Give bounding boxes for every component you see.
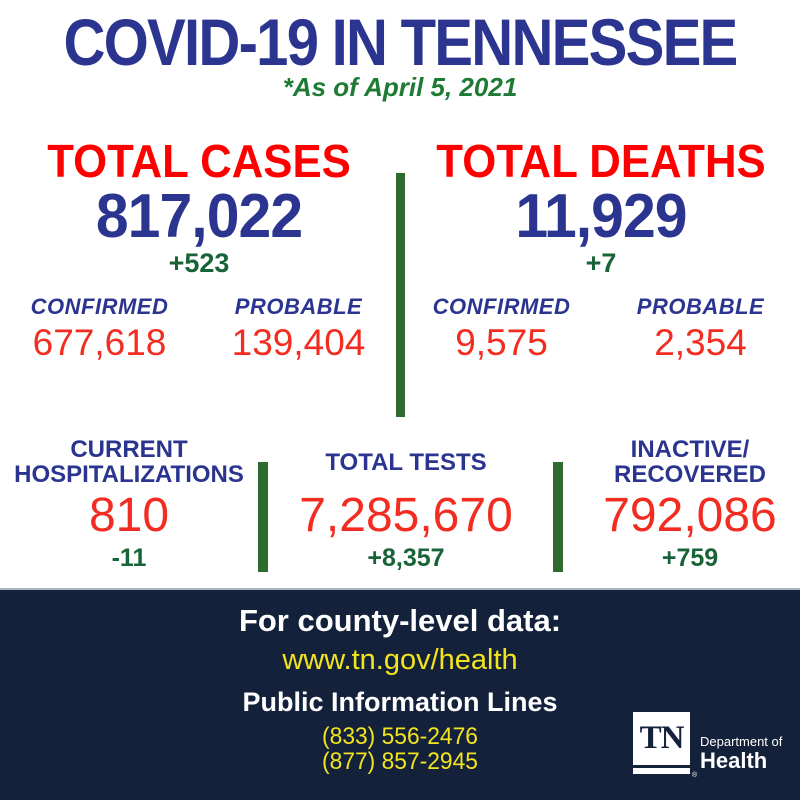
county-data-heading: For county-level data: [238, 603, 562, 638]
tn-health-logo: TN ® Department of Health [633, 712, 793, 792]
deaths-probable-label: PROBABLE [636, 294, 765, 319]
registered-mark-icon: ® [692, 772, 698, 779]
inactive-recovered-label: INACTIVE/ RECOVERED [575, 436, 800, 488]
total-deaths-delta: +7 [585, 248, 617, 278]
cases-probable-cell: PROBABLE 139,404 [199, 294, 398, 363]
total-deaths-heading: TOTAL DEATHS [436, 135, 766, 187]
bottom-left-divider [258, 462, 268, 572]
inactive-recovered-delta: +759 [661, 544, 719, 572]
health-label: Health [700, 748, 768, 773]
inactive-recovered-value: 792,086 [603, 489, 777, 542]
cases-confirmed-label: CONFIRMED [30, 294, 169, 319]
total-tests-label: TOTAL TESTS [262, 436, 550, 488]
total-tests-section: TOTAL TESTS 7,285,670 +8,357 [262, 436, 550, 573]
hospitalizations-delta: -11 [111, 544, 147, 572]
cases-probable-value: 139,404 [231, 322, 366, 363]
total-cases-delta: +523 [168, 248, 230, 278]
deaths-confirmed-value: 9,575 [455, 322, 548, 363]
phone-number-2: (877) 857-2945 [322, 748, 478, 775]
inactive-recovered-label-line2: RECOVERED [613, 461, 767, 488]
total-tests-delta: +8,357 [367, 544, 445, 572]
total-tests-label-text: TOTAL TESTS [325, 448, 487, 476]
center-vertical-divider [396, 173, 405, 417]
deaths-breakdown: CONFIRMED 9,575 PROBABLE 2,354 [402, 294, 800, 363]
cases-breakdown: CONFIRMED 677,618 PROBABLE 139,404 [0, 294, 398, 363]
total-cases-value: 817,022 [95, 182, 303, 251]
cases-probable-label: PROBABLE [234, 294, 363, 319]
bottom-right-divider [553, 462, 563, 572]
total-deaths-value: 11,929 [515, 182, 687, 251]
deaths-probable-value: 2,354 [654, 322, 747, 363]
cases-confirmed-value: 677,618 [32, 322, 167, 363]
hospitalizations-value: 810 [88, 489, 170, 542]
tn-logo-text: Department of Health [700, 734, 782, 773]
phone-number-1: (833) 556-2476 [322, 723, 478, 750]
inactive-recovered-section: INACTIVE/ RECOVERED 792,086 +759 [575, 436, 800, 572]
tn-logo-letters: TN [639, 720, 685, 756]
hospitalizations-section: CURRENT HOSPITALIZATIONS 810 -11 [0, 436, 258, 572]
as-of-date: *As of April 5, 2021 [282, 72, 518, 102]
total-tests-value: 7,285,670 [299, 489, 513, 542]
hospitalizations-label: CURRENT HOSPITALIZATIONS [0, 436, 258, 488]
hospitalizations-label-line1: CURRENT [70, 436, 188, 463]
page-title: COVID-19 IN TENNESSEE [63, 5, 738, 79]
deaths-confirmed-cell: CONFIRMED 9,575 [402, 294, 601, 363]
inactive-recovered-label-line1: INACTIVE/ [630, 436, 750, 463]
hospitalizations-label-line2: HOSPITALIZATIONS [14, 461, 244, 488]
deaths-confirmed-label: CONFIRMED [432, 294, 571, 319]
total-deaths-section: TOTAL DEATHS 11,929 +7 CONFIRMED 9,575 P… [402, 136, 800, 363]
tn-logo-box: TN [633, 712, 690, 765]
total-cases-section: TOTAL CASES 817,022 +523 CONFIRMED 677,6… [0, 136, 398, 363]
department-of-label: Department of [700, 734, 783, 749]
total-cases-heading: TOTAL CASES [47, 135, 351, 187]
tn-logo-underline [633, 768, 690, 774]
phone-numbers: (833) 556-2476 (877) 857-2945 [20, 724, 780, 774]
public-info-lines-heading: Public Information Lines [242, 687, 558, 717]
cases-confirmed-cell: CONFIRMED 677,618 [0, 294, 199, 363]
health-url: www.tn.gov/health [282, 644, 518, 676]
deaths-probable-cell: PROBABLE 2,354 [601, 294, 800, 363]
